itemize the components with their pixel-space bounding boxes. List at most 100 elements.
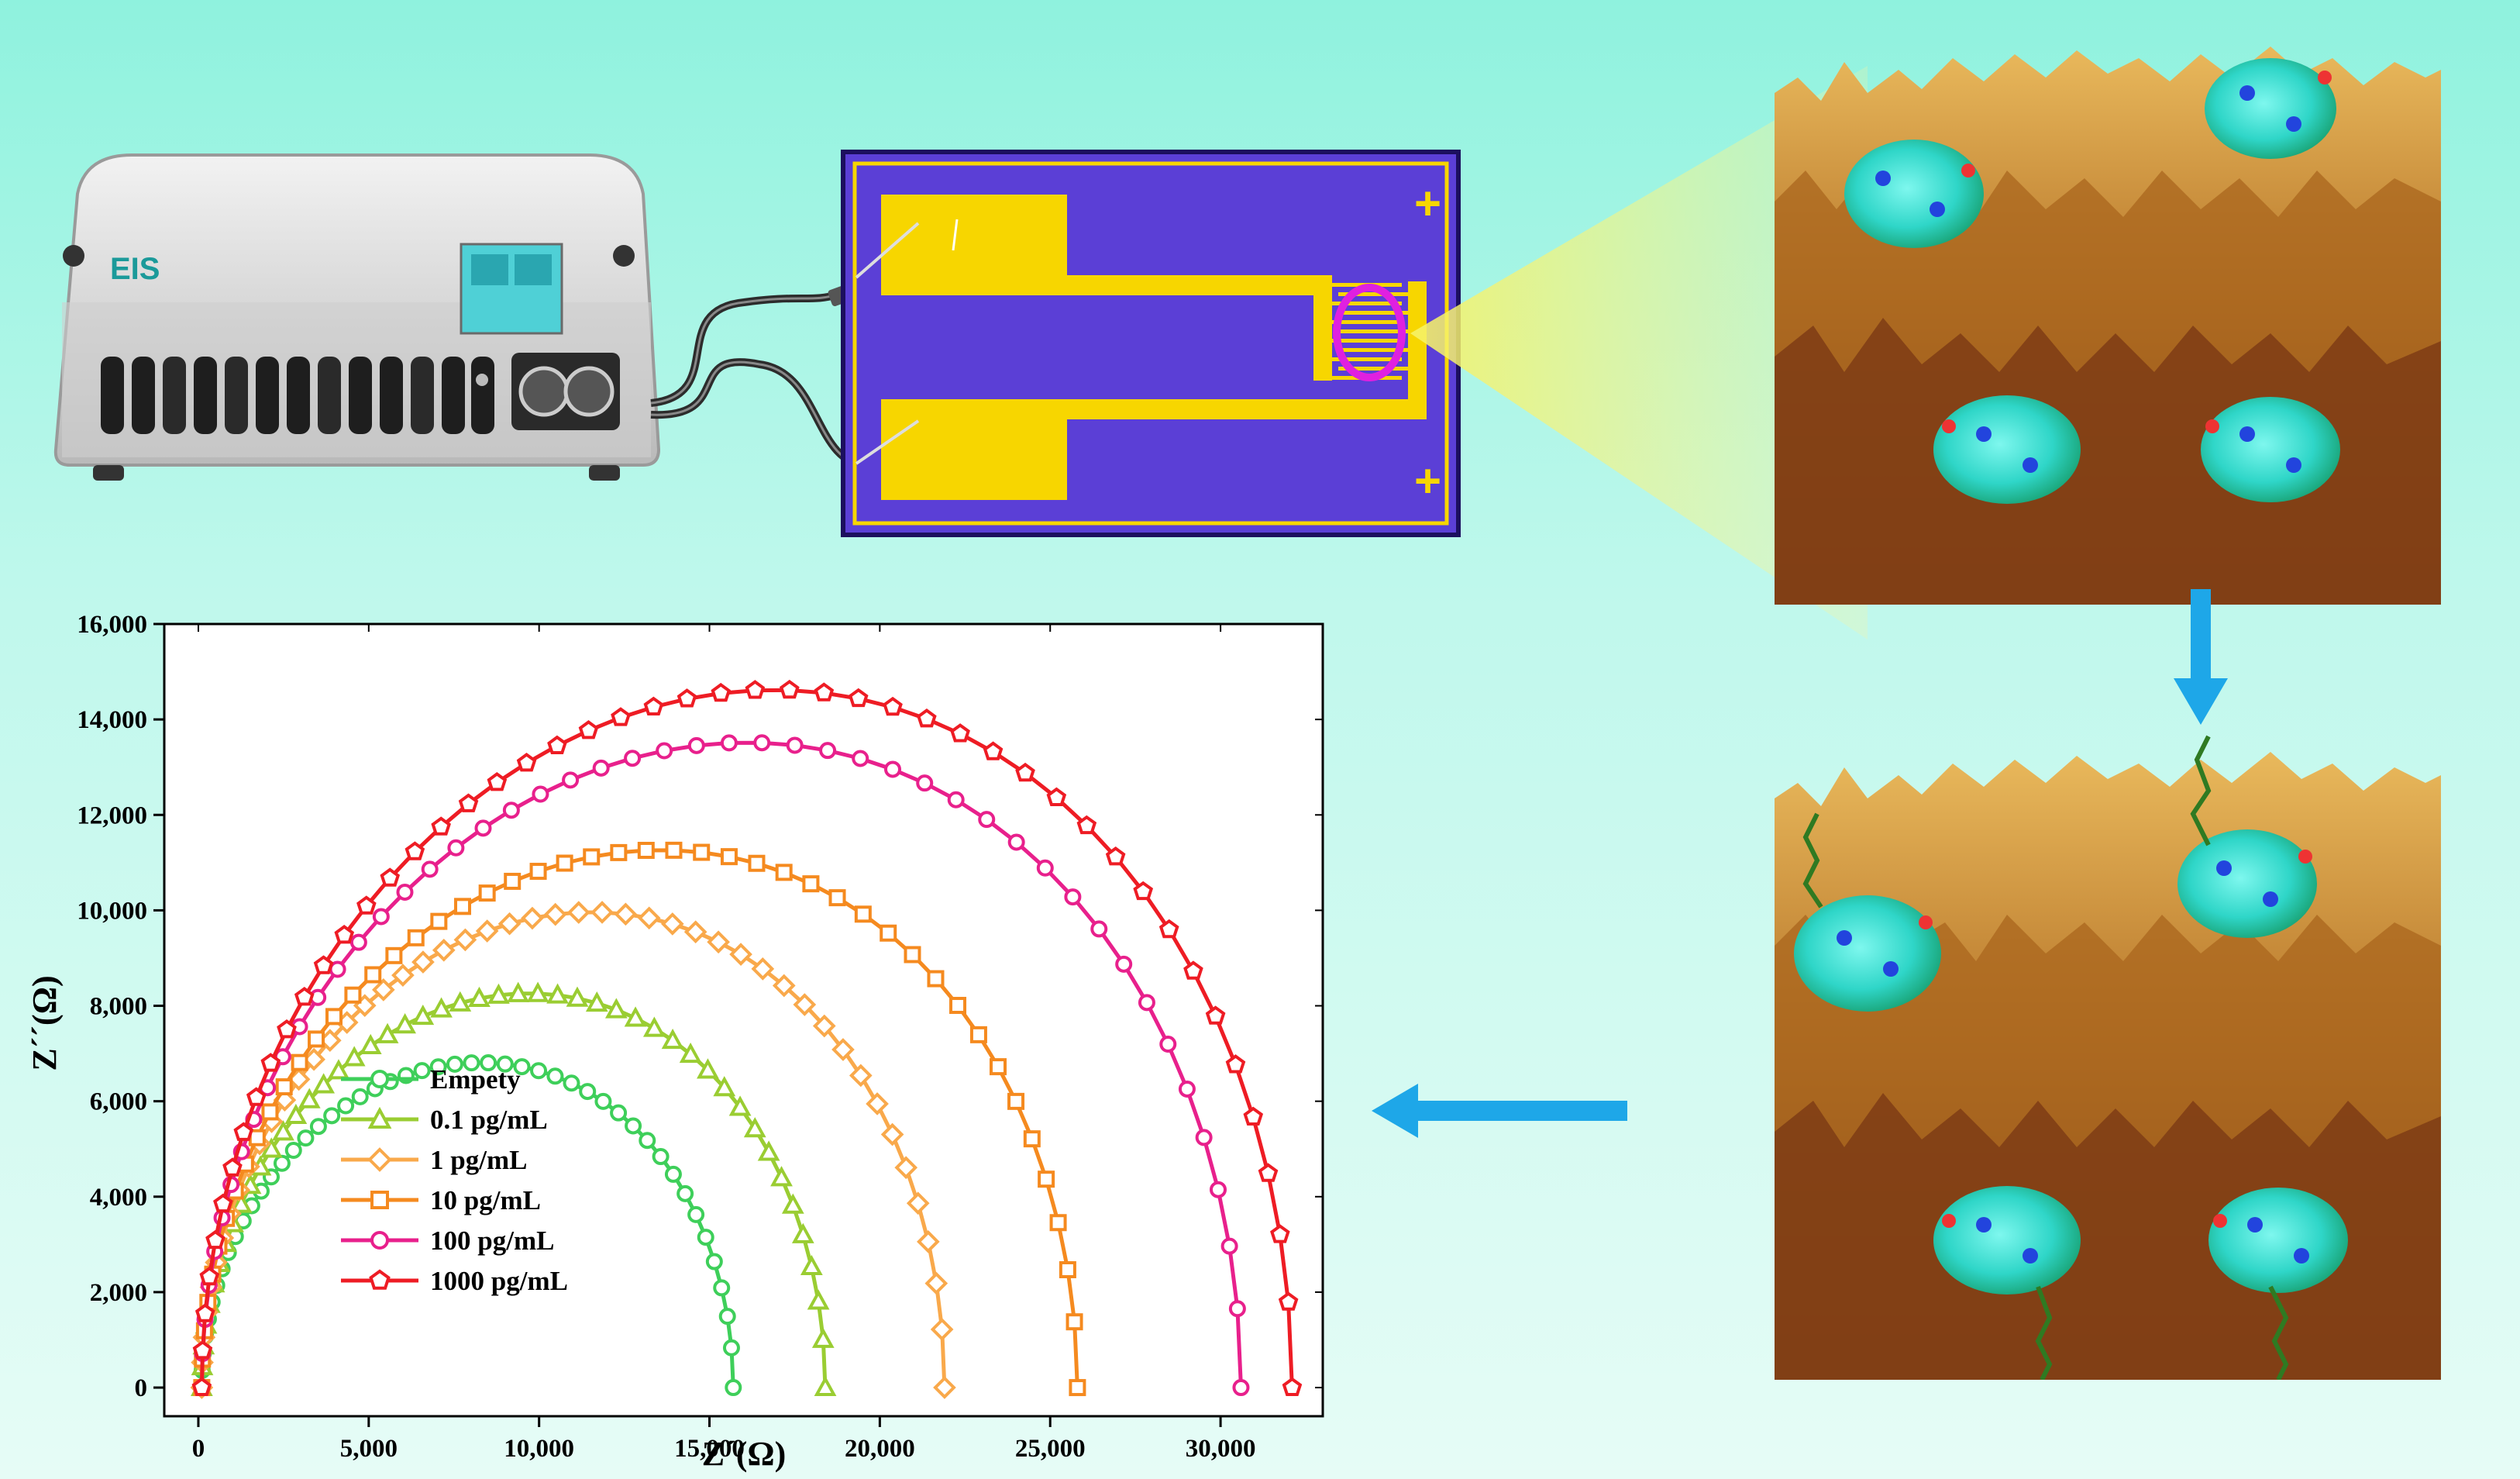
data-point xyxy=(924,1271,948,1295)
data-point xyxy=(683,920,707,944)
data-point xyxy=(298,1088,321,1108)
data-point xyxy=(380,867,401,887)
afm-surface-antibody xyxy=(1775,47,2441,605)
data-point xyxy=(309,1118,327,1136)
data-point xyxy=(272,1120,294,1141)
data-point xyxy=(642,1016,666,1037)
data-point xyxy=(1046,787,1067,806)
data-point xyxy=(1038,1170,1055,1188)
data-point xyxy=(229,1192,253,1213)
data-point xyxy=(337,1097,355,1115)
data-point xyxy=(687,736,705,754)
data-point xyxy=(1270,1224,1290,1243)
data-point xyxy=(969,1026,987,1043)
x-tick-label: 0 xyxy=(192,1435,205,1463)
left-arrow-icon xyxy=(1372,1084,1627,1138)
data-point xyxy=(284,1142,302,1160)
data-point xyxy=(261,1103,279,1121)
data-point xyxy=(323,1107,341,1125)
data-point xyxy=(487,772,508,791)
data-point xyxy=(496,1055,514,1073)
data-point xyxy=(407,929,425,946)
data-point xyxy=(949,997,967,1015)
series-100-pg-ml xyxy=(193,734,1250,1397)
data-point xyxy=(665,841,683,859)
data-point xyxy=(1232,1379,1250,1397)
data-point xyxy=(543,902,567,926)
afm-surface-antigen-bound xyxy=(1775,735,2441,1380)
data-point xyxy=(722,1339,740,1357)
data-point xyxy=(786,736,804,754)
data-point xyxy=(370,1231,389,1250)
data-point xyxy=(800,1254,823,1275)
y-tick-label: 14,000 xyxy=(77,706,147,734)
legend-item: 1 pg/mL xyxy=(341,1145,527,1175)
data-point xyxy=(447,839,465,857)
legend-item: 100 pg/mL xyxy=(341,1226,554,1256)
legend-label: 10 pg/mL xyxy=(430,1185,541,1215)
data-point xyxy=(421,860,439,878)
data-point xyxy=(775,864,793,881)
data-point xyxy=(983,741,1004,760)
data-point xyxy=(1023,1130,1041,1148)
data-point xyxy=(191,1377,212,1396)
interdigitated-electrode: + + xyxy=(841,150,1461,537)
data-point xyxy=(277,1019,297,1039)
data-point xyxy=(927,970,945,988)
data-point xyxy=(391,964,415,987)
antibody-antigen-complex xyxy=(2208,1188,2348,1380)
data-point xyxy=(1258,1163,1279,1182)
data-point xyxy=(430,997,453,1018)
data-point xyxy=(376,1022,399,1043)
data-point xyxy=(411,1004,435,1026)
data-point xyxy=(546,1067,564,1085)
data-point xyxy=(453,928,477,952)
data-point xyxy=(562,771,580,789)
data-point xyxy=(639,1132,656,1150)
x-tick-label: 25,000 xyxy=(1015,1435,1086,1463)
data-point xyxy=(831,1038,855,1061)
data-point xyxy=(343,1046,366,1067)
data-point xyxy=(411,950,435,974)
antibody-molecule xyxy=(2205,58,2336,159)
data-point xyxy=(1115,955,1133,973)
data-point xyxy=(349,933,367,951)
data-point xyxy=(364,966,382,984)
data-point xyxy=(205,1229,225,1250)
legend-label: 1 pg/mL xyxy=(430,1145,527,1175)
data-point xyxy=(811,1327,835,1348)
data-point xyxy=(530,1062,548,1080)
device-ports xyxy=(101,353,620,434)
data-point xyxy=(566,901,590,924)
antibody-antigen-complex xyxy=(1794,812,1941,1012)
data-point xyxy=(556,854,573,872)
legend: Empety 0.1 pg/mL 1 pg/mL 10 pg/mL 100 pg/mL 1… xyxy=(341,1064,568,1296)
data-point xyxy=(1064,888,1082,906)
data-point xyxy=(917,708,937,728)
data-point xyxy=(233,1122,254,1141)
data-point xyxy=(652,1148,670,1166)
x-axis-title: Z´(Ω) xyxy=(702,1435,787,1473)
data-point xyxy=(370,1191,389,1209)
data-point xyxy=(431,816,451,836)
data-point xyxy=(312,1073,336,1094)
x-tick-label: 10,000 xyxy=(504,1435,574,1463)
data-point xyxy=(1225,1054,1246,1074)
data-point xyxy=(866,1092,889,1115)
antibody-molecule xyxy=(1844,140,1984,248)
data-point xyxy=(351,1088,369,1105)
data-point xyxy=(1195,1129,1213,1146)
data-point xyxy=(356,895,377,915)
data-point xyxy=(802,875,820,893)
data-point xyxy=(906,1191,930,1215)
legend-label: 100 pg/mL xyxy=(430,1226,554,1256)
data-point xyxy=(1076,815,1097,835)
data-point xyxy=(947,791,965,808)
data-point xyxy=(590,901,614,924)
data-point xyxy=(880,1122,904,1146)
data-point xyxy=(260,1137,283,1158)
data-point xyxy=(359,1033,382,1055)
data-point xyxy=(507,981,530,1002)
data-point xyxy=(297,1129,315,1147)
data-point xyxy=(385,946,403,964)
